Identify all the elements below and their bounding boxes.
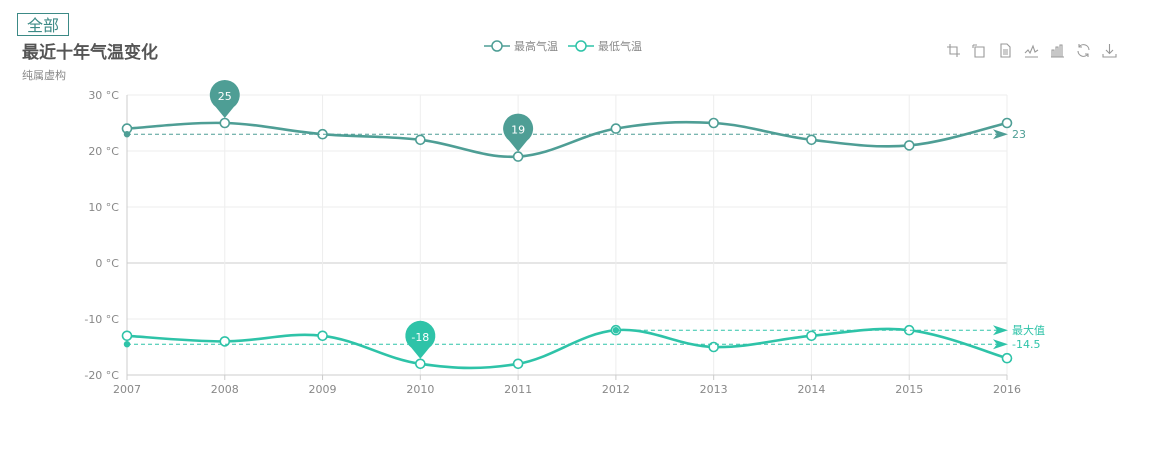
average-line-1-start-dot xyxy=(123,341,131,348)
data-point xyxy=(1001,352,1013,364)
data-point xyxy=(219,117,231,129)
data-point xyxy=(806,134,817,146)
max-line-1-start-dot xyxy=(612,327,620,334)
legend-label-min: 最低气温 xyxy=(598,40,642,53)
data-point xyxy=(121,330,133,342)
x-tick-label: 2013 xyxy=(700,383,728,396)
data-point xyxy=(610,123,622,134)
data-point xyxy=(317,330,328,342)
download-icon[interactable] xyxy=(1100,41,1118,59)
mark-point-bubble xyxy=(405,320,436,359)
mark-point-pin: 19 xyxy=(503,113,534,152)
chart-title: 最近十年气温变化 xyxy=(22,43,158,63)
y-tick-label: 30 °C xyxy=(88,89,119,102)
data-point xyxy=(806,330,817,342)
toolbox xyxy=(944,41,1118,59)
x-tick-label: 2014 xyxy=(797,383,825,396)
data-point xyxy=(219,336,231,347)
max-line-1-arrow xyxy=(993,325,1008,336)
series-line-0 xyxy=(126,120,1008,159)
mark-point-bubble xyxy=(503,113,534,152)
series-line-1 xyxy=(126,327,1008,370)
line-chart-icon[interactable] xyxy=(1022,41,1040,59)
data-point xyxy=(903,140,915,151)
average-line-0-label: 23 xyxy=(1012,128,1026,141)
y-tick-label: 10 °C xyxy=(88,201,119,214)
mark-point-label: -18 xyxy=(411,331,429,344)
data-point xyxy=(1001,117,1013,129)
x-tick-label: 2015 xyxy=(895,383,923,396)
y-tick-label: -10 °C xyxy=(84,313,119,326)
data-view-icon[interactable] xyxy=(996,41,1014,59)
legend-min-marker-icon xyxy=(568,40,594,52)
legend: 最高气温 最低气温 xyxy=(484,38,642,54)
average-line-0-start-dot xyxy=(123,131,131,138)
data-point xyxy=(415,358,426,370)
x-tick-label: 2010 xyxy=(406,383,434,396)
all-button[interactable]: 全部 xyxy=(17,13,69,36)
legend-max-marker-icon xyxy=(484,40,510,52)
data-zoom-icon[interactable] xyxy=(944,41,962,59)
max-line-1-label: 最大值 xyxy=(1012,323,1045,337)
restore-icon[interactable] xyxy=(1074,41,1092,59)
x-tick-label: 2012 xyxy=(602,383,630,396)
data-point xyxy=(512,151,524,162)
zoom-reset-icon[interactable] xyxy=(970,41,988,59)
y-tick-label: 20 °C xyxy=(88,145,119,158)
data-point xyxy=(708,341,719,353)
data-point xyxy=(512,358,524,370)
legend-label-max: 最高气温 xyxy=(514,40,558,53)
mark-point-label: 25 xyxy=(218,90,232,103)
data-point xyxy=(708,117,719,129)
legend-item-min[interactable]: 最低气温 xyxy=(568,38,642,54)
legend-item-max[interactable]: 最高气温 xyxy=(484,38,558,54)
bar-chart-icon[interactable] xyxy=(1048,41,1066,59)
mark-point-label: 19 xyxy=(511,124,525,137)
mark-point-pin: -18 xyxy=(405,320,436,359)
data-point xyxy=(415,134,426,146)
x-tick-label: 2007 xyxy=(113,383,141,396)
mark-point-bubble xyxy=(209,80,240,118)
x-tick-label: 2008 xyxy=(211,383,239,396)
y-tick-label: -20 °C xyxy=(84,369,119,382)
average-line-1-label: -14.5 xyxy=(1012,338,1040,351)
chart-subtitle: 纯属虚构 xyxy=(22,69,66,82)
average-line-1-arrow xyxy=(993,339,1008,350)
x-tick-label: 2016 xyxy=(993,383,1021,396)
average-line-0-arrow xyxy=(993,129,1008,140)
mark-point-pin: 25 xyxy=(209,80,240,118)
y-tick-label: 0 °C xyxy=(95,257,119,270)
x-tick-label: 2009 xyxy=(309,383,337,396)
x-tick-label: 2011 xyxy=(504,383,532,396)
